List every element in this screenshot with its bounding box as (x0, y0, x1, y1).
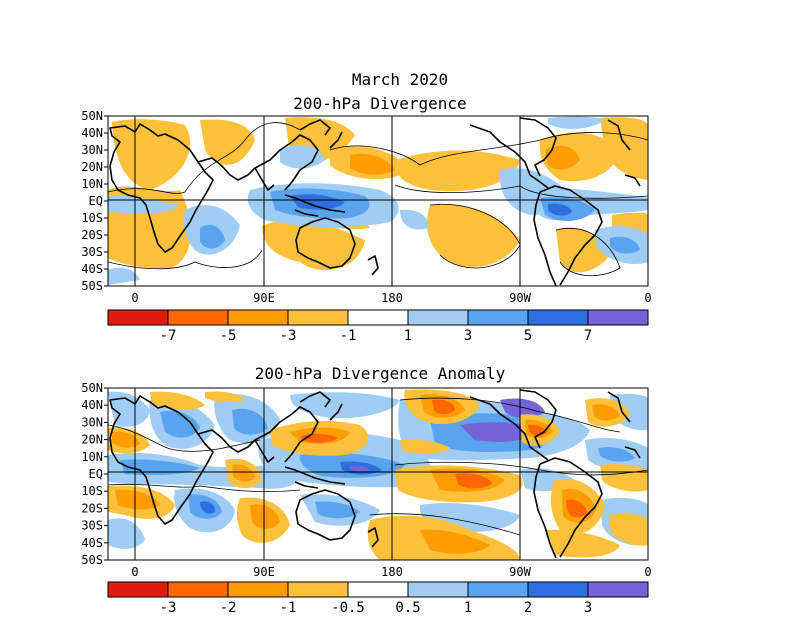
panel-1-title: 200-hPa Divergence (293, 94, 467, 113)
lat-labels: 50N 40N 30N 20N 10N EQ 10S 20S 30S 40S 50S (81, 109, 108, 293)
lat-label: 20S (81, 228, 103, 242)
lat-label: EQ (89, 194, 103, 208)
lat-label: 20S (81, 501, 103, 515)
lat-label: 10N (81, 450, 103, 464)
colorbar-label: 3 (464, 328, 472, 344)
colorbar-label: 2 (524, 600, 532, 616)
coastlines (109, 389, 641, 559)
lat-label: 10S (81, 484, 103, 498)
colorbar-swatch (167, 309, 229, 326)
lat-label: 30S (81, 245, 103, 259)
colorbar-swatch (527, 309, 589, 326)
colorbar-swatch (587, 581, 649, 598)
colorbar-swatch (347, 309, 409, 326)
lon-label: 0 (644, 565, 651, 579)
colorbar-swatch (107, 581, 169, 598)
colorbar-swatch (227, 309, 289, 326)
colorbar-swatch (407, 309, 469, 326)
colorbar-label: 7 (584, 328, 592, 344)
lat-label: 40N (81, 398, 103, 412)
lat-label: 40S (81, 536, 103, 550)
grid-lines (108, 388, 648, 560)
lon-label: 180 (381, 291, 403, 305)
panel-1-map: 50N 40N 30N 20N 10N EQ 10S 20S 30S 40S 50S 0 90E 180… (81, 109, 651, 344)
grid-lines (108, 116, 648, 286)
lat-label: 50S (81, 279, 103, 293)
lat-label: 50N (81, 109, 103, 123)
colorbar-swatch (167, 581, 229, 598)
lon-labels: 0 90E 180 90W 0 (131, 291, 651, 305)
lat-label: 50N (81, 381, 103, 395)
lat-label: EQ (89, 467, 103, 481)
lon-label: 90E (253, 291, 275, 305)
panel-2-map: 50N 40N 30N 20N 10N EQ 10S 20S 30S 40S 50S 0 90E 180… (81, 381, 651, 616)
colorbar-label: 1 (404, 328, 412, 344)
colorbar-label: -3 (160, 600, 177, 616)
colorbar-label: -1 (280, 600, 297, 616)
colorbar-swatch (527, 581, 589, 598)
colorbar-label: -3 (280, 328, 297, 344)
colorbar-swatch (227, 581, 289, 598)
lon-label: 180 (381, 565, 403, 579)
colorbar-label: -2 (220, 600, 237, 616)
lat-label: 10N (81, 177, 103, 191)
lat-label: 30N (81, 415, 103, 429)
lat-label: 20N (81, 160, 103, 174)
colorbar-label: 3 (584, 600, 592, 616)
lat-label: 30S (81, 519, 103, 533)
colorbar-swatch (287, 309, 349, 326)
colorbar-swatch (467, 309, 529, 326)
lat-labels: 50N 40N 30N 20N 10N EQ 10S 20S 30S 40S 50S (81, 381, 108, 567)
lon-label: 0 (131, 291, 138, 305)
lat-label: 50S (81, 553, 103, 567)
colorbar-swatch (407, 581, 469, 598)
lon-label: 90W (509, 291, 531, 305)
colorbar-swatch (587, 309, 649, 326)
colorbar-label: -1 (340, 328, 357, 344)
colorbar-swatch (467, 581, 529, 598)
lon-label: 90E (253, 565, 275, 579)
lat-label: 40S (81, 262, 103, 276)
colorbar-label: -0.5 (331, 600, 365, 616)
colorbar-label: -5 (220, 328, 237, 344)
lat-label: 10S (81, 211, 103, 225)
lat-label: 30N (81, 143, 103, 157)
colorbar-swatch (287, 581, 349, 598)
colorbar-label: 5 (524, 328, 532, 344)
lon-label: 0 (644, 291, 651, 305)
colorbar-label: 0.5 (395, 600, 420, 616)
colorbar-label: -7 (160, 328, 177, 344)
panel-2-title: 200-hPa Divergence Anomaly (254, 364, 506, 383)
lon-label: 90W (509, 565, 531, 579)
lon-label: 0 (131, 565, 138, 579)
colorbar-swatch (347, 581, 409, 598)
lat-label: 20N (81, 433, 103, 447)
colorbar: -3 -2 -1 -0.5 0.5 1 2 3 (107, 581, 649, 616)
colorbar-swatch (107, 309, 169, 326)
lat-label: 40N (81, 126, 103, 140)
colorbar: -7 -5 -3 -1 1 3 5 7 (107, 309, 649, 344)
colorbar-label: 1 (464, 600, 472, 616)
lon-labels: 0 90E 180 90W 0 (131, 565, 651, 579)
figure-title: March 2020 (351, 70, 449, 89)
